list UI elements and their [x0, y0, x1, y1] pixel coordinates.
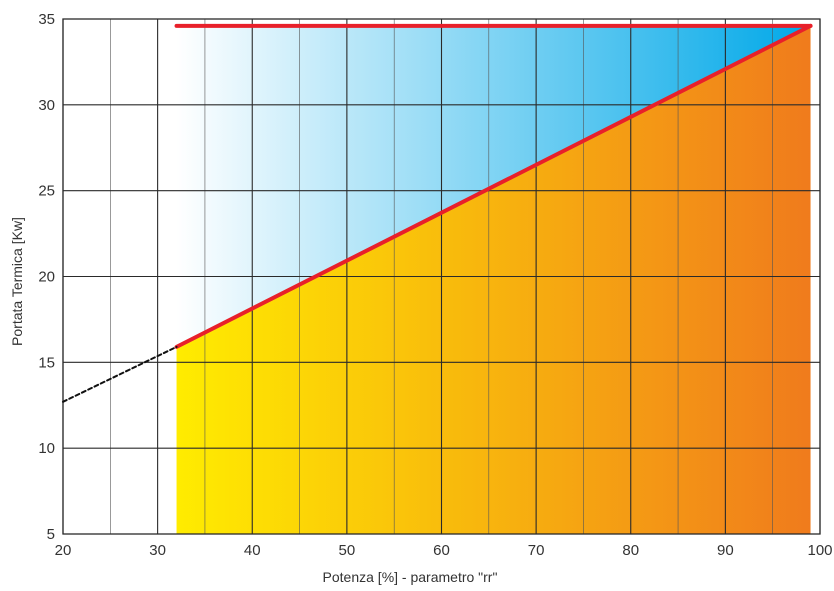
y-tick-label: 20	[38, 269, 55, 286]
y-tick-label: 5	[47, 526, 55, 543]
x-tick-label: 50	[339, 542, 356, 559]
modulation-line-line	[174, 23, 813, 349]
tick-labels-layer: 20 30 40 50 60 70 80 90 100 5 10 15 20 25 30 35	[38, 11, 832, 559]
x-tick-label: 100	[807, 542, 832, 559]
x-tick-label: 60	[433, 542, 450, 559]
series-layer	[62, 23, 813, 403]
x-tick-label: 80	[622, 542, 639, 559]
x-tick-label: 40	[244, 542, 261, 559]
x-axis-title: Potenza [%] - parametro "rr"	[323, 569, 498, 585]
extrapolation-line	[62, 345, 178, 403]
grid-layer	[62, 18, 821, 535]
plot-frame	[62, 18, 821, 535]
lower-region	[176, 25, 811, 534]
y-tick-label: 25	[38, 183, 55, 200]
y-tick-label: 10	[38, 440, 55, 457]
y-tick-label: 30	[38, 97, 55, 114]
y-axis-title: Portata Termica [Kw]	[9, 217, 25, 346]
y-tick-label: 15	[38, 354, 55, 371]
regions-layer	[176, 25, 811, 534]
x-tick-label: 30	[149, 542, 166, 559]
x-tick-label: 20	[55, 542, 72, 559]
x-tick-label: 90	[717, 542, 734, 559]
y-tick-label: 35	[38, 11, 55, 28]
x-tick-label: 70	[528, 542, 545, 559]
